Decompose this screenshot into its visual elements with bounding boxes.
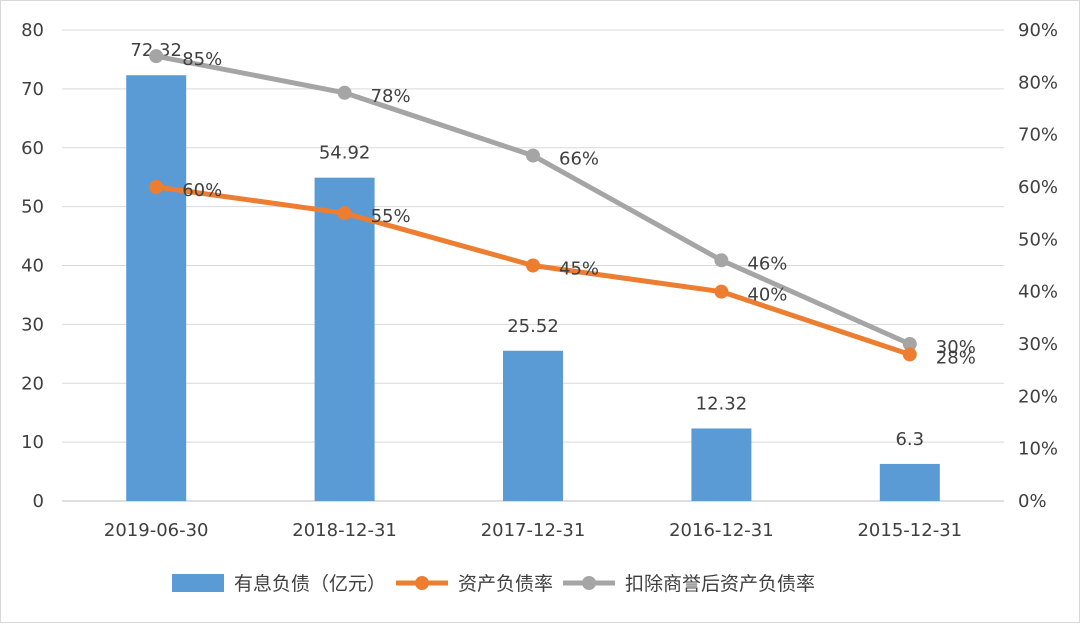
- line-data-label: 28%: [936, 347, 976, 368]
- series-point: [902, 347, 917, 362]
- y-left-tick-label: 0: [33, 491, 44, 512]
- y-left-tick-label: 30: [21, 314, 44, 335]
- series-point: [714, 284, 729, 299]
- y-right-tick-label: 40%: [1018, 282, 1058, 303]
- bar: [503, 350, 563, 501]
- line-data-label: 45%: [559, 259, 599, 280]
- series-point: [337, 85, 352, 100]
- y-right-tick-label: 30%: [1018, 334, 1058, 355]
- x-tick-label: 2018-12-31: [292, 520, 397, 541]
- bar: [314, 177, 375, 501]
- bar: [691, 428, 752, 501]
- x-tick-label: 2019-06-30: [104, 520, 209, 541]
- series-point: [526, 258, 540, 273]
- series-point: [149, 49, 164, 64]
- y-right-tick-label: 80%: [1018, 72, 1058, 93]
- series-point: [902, 337, 917, 351]
- series-point: [337, 206, 352, 221]
- bar-data-label: 6.3: [895, 429, 924, 450]
- line-data-label: 60%: [182, 180, 222, 201]
- bar-data-label: 12.32: [696, 393, 748, 414]
- series-point: [714, 253, 729, 268]
- line-data-label: 85%: [182, 49, 222, 70]
- bar-data-label: 54.92: [319, 143, 371, 164]
- line-data-label: 55%: [371, 206, 411, 227]
- legend-label: 有息负债（亿元）: [234, 573, 386, 595]
- y-left-tick-label: 20: [21, 373, 44, 394]
- y-right-tick-label: 10%: [1018, 439, 1058, 460]
- y-left-tick-label: 70: [21, 79, 44, 100]
- x-tick-label: 2016-12-31: [669, 520, 774, 541]
- legend-swatch-marker: [582, 576, 597, 590]
- y-left-tick-label: 80: [21, 20, 44, 41]
- y-right-tick-label: 90%: [1018, 20, 1058, 41]
- y-left-tick-label: 60: [21, 138, 44, 159]
- legend-swatch-bar: [172, 574, 224, 592]
- line-data-label: 30%: [936, 337, 976, 358]
- series-point: [526, 148, 540, 163]
- line-data-label: 78%: [371, 86, 411, 107]
- bar: [879, 463, 940, 501]
- y-right-tick-label: 20%: [1018, 386, 1058, 407]
- y-right-tick-label: 50%: [1018, 229, 1058, 250]
- series-point: [149, 180, 164, 194]
- x-tick-label: 2017-12-31: [481, 520, 586, 541]
- legend-label: 扣除商誉后资产负债率: [625, 573, 815, 595]
- y-left-tick-label: 40: [21, 256, 44, 277]
- y-right-tick-label: 70%: [1018, 125, 1058, 146]
- bar-data-label: 25.52: [507, 316, 559, 337]
- legend-swatch-marker: [415, 576, 430, 590]
- legend-label: 资产负债率: [458, 573, 553, 595]
- x-tick-label: 2015-12-31: [857, 520, 962, 541]
- y-left-tick-label: 10: [21, 432, 44, 453]
- line-data-label: 46%: [747, 253, 787, 274]
- line-data-label: 40%: [747, 285, 787, 306]
- y-left-tick-label: 50: [21, 197, 44, 218]
- bar: [126, 75, 187, 501]
- series-line: [153, 53, 913, 347]
- line-data-label: 66%: [559, 149, 599, 170]
- y-right-tick-label: 60%: [1018, 177, 1058, 198]
- y-right-tick-label: 0%: [1018, 491, 1047, 512]
